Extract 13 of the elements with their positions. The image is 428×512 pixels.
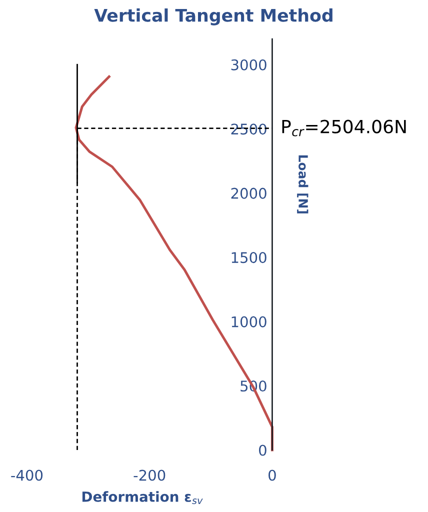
x-tick-label: -400 bbox=[11, 470, 43, 481]
annotation: P$_{cr}$=2504.06N bbox=[282, 120, 406, 136]
chart-title: Vertical Tangent Method bbox=[94, 8, 332, 26]
y-axis-title: Load [N] bbox=[297, 155, 308, 214]
y-tick-label: 1000 bbox=[232, 316, 266, 328]
y-tick-label: 2500 bbox=[231, 124, 266, 135]
y-tick-label: 1500 bbox=[232, 252, 266, 264]
x-axis-title: Deformation ε$_{sv}$ bbox=[82, 491, 203, 504]
y-tick-label: 0 bbox=[259, 444, 266, 456]
x-tick-label: -200 bbox=[134, 470, 166, 481]
x-tick-label: 0 bbox=[268, 470, 276, 481]
y-tick-label: 3000 bbox=[231, 59, 266, 70]
y-tick-label: 2000 bbox=[231, 188, 266, 199]
